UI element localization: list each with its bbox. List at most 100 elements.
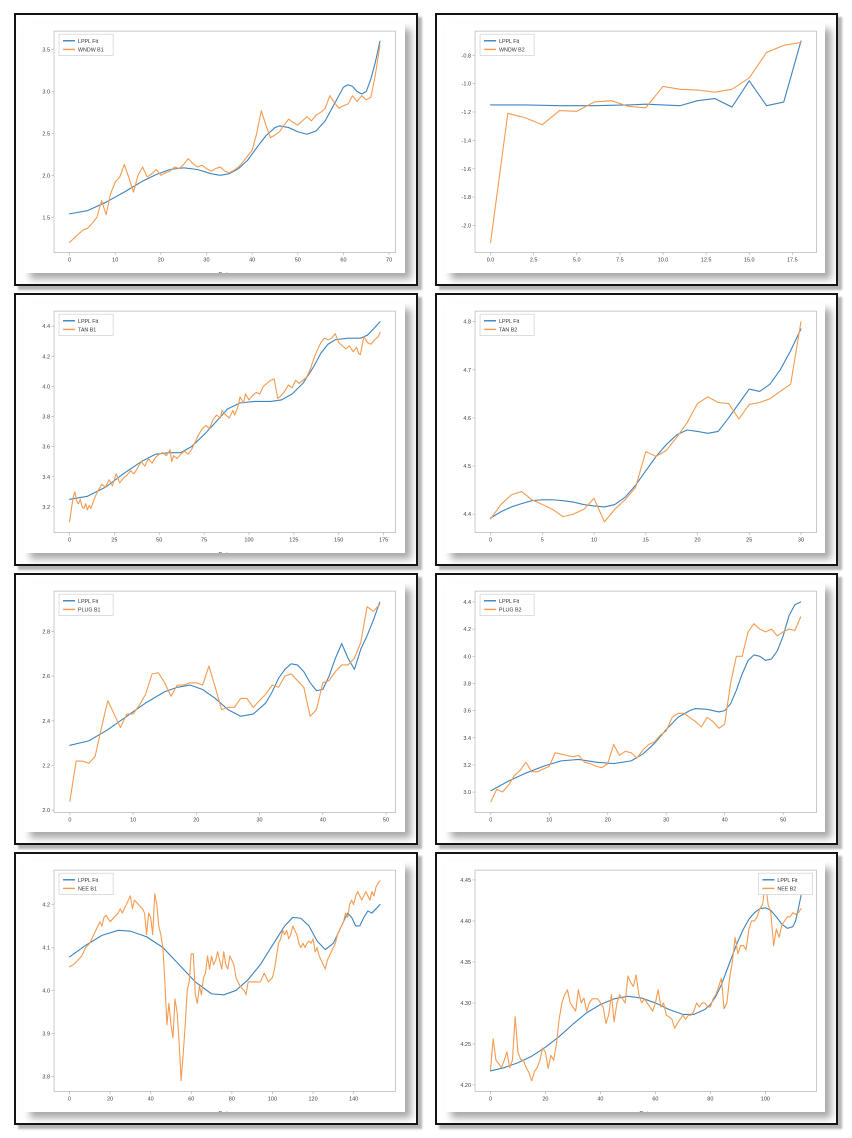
y-tick-label: 4.0 <box>42 989 50 995</box>
wndw-b1-line <box>69 44 381 243</box>
chart-svg-tan-b2: 0 5 10 15 20 25 30 4.4 4.5 4.6 4.7 4.8 LPPL Fit TAN B… <box>463 310 817 543</box>
y-tick-label: 3.9 <box>42 1032 50 1038</box>
y-tick-label: 3.0 <box>42 89 50 95</box>
lppl-fit-line <box>489 600 801 791</box>
figure-plug-b1: 0 10 20 30 40 50 2.0 2.2 2.4 2.6 2.8 LPPL Fit PLUG B… <box>24 582 405 833</box>
legend-label: NEE B1 <box>78 887 97 893</box>
legend-label: LPPL Fit <box>499 598 520 604</box>
y-tick-label: 4.1 <box>42 946 50 952</box>
x-tick-label: 50 <box>383 817 389 823</box>
x-tick-label: 40 <box>148 1097 154 1103</box>
x-tick-label: 15.0 <box>743 258 754 264</box>
y-tick-label: -1.6 <box>461 167 470 173</box>
x-tick-label: 10 <box>590 537 596 543</box>
y-tick-label: 3.4 <box>42 474 50 480</box>
x-tick-label: 40 <box>249 258 255 264</box>
legend-frame <box>479 33 534 56</box>
lppl-fit-line <box>69 601 381 746</box>
plug-b2-line <box>489 615 801 802</box>
y-tick-label: 4.30 <box>460 1001 471 1007</box>
tan-b1-line <box>68 331 381 523</box>
legend-frame <box>58 593 114 616</box>
y-tick-label: 3.8 <box>463 681 471 687</box>
y-tick-label: 4.45 <box>460 878 471 884</box>
y-tick-label: 3.6 <box>42 444 50 450</box>
y-tick-label: 4.5 <box>463 464 471 470</box>
x-tick-label: 25 <box>111 537 117 543</box>
x-tick-label: 75 <box>201 537 207 543</box>
legend-frame <box>479 593 534 616</box>
y-tick-label: 3.0 <box>463 790 471 796</box>
y-tick-label: 2.0 <box>42 173 50 179</box>
y-tick-label: 4.8 <box>463 319 471 325</box>
x-tick-label: 20 <box>604 817 610 823</box>
x-tick-label: 20 <box>107 1097 113 1103</box>
plot-area <box>53 310 396 533</box>
figure-wndw-b1: 0 10 20 30 40 50 60 70 1.5 2.0 2.5 3.0 3.5 LPPL Fit WN… <box>24 23 405 273</box>
x-tick-label: 30 <box>797 537 803 543</box>
x-tick-label: 25 <box>746 537 752 543</box>
plot-area <box>474 30 817 253</box>
chart-panel-plug-b1: 0 10 20 30 40 50 2.0 2.2 2.4 2.6 2.8 LPPL Fit PLUG B… <box>14 572 418 846</box>
x-tick-label: 10 <box>130 817 136 823</box>
y-tick-label: 3.8 <box>42 1075 50 1081</box>
y-tick-label: 4.4 <box>463 512 471 518</box>
x-tick-label: 60 <box>188 1097 194 1103</box>
x-tick-label: 2.5 <box>529 258 537 264</box>
x-tick-label: 50 <box>780 817 786 823</box>
x-tick-label: 30 <box>256 817 262 823</box>
x-tick-label: 100 <box>268 1097 277 1103</box>
y-tick-label: 4.2 <box>42 903 50 909</box>
legend-frame <box>479 313 534 336</box>
legend-frame <box>757 873 813 896</box>
wndw-b2-line <box>489 41 802 244</box>
legend-frame <box>58 33 114 56</box>
legend-label: LPPL Fit <box>777 878 798 884</box>
x-tick-label: 60 <box>340 258 346 264</box>
y-tick-label: 4.6 <box>463 416 471 422</box>
y-tick-label: -0.8 <box>461 53 470 59</box>
y-tick-label: 3.2 <box>42 505 50 511</box>
x-tick-label: 10 <box>546 817 552 823</box>
x-tick-label: 20 <box>542 1097 548 1103</box>
x-tick-label: 140 <box>349 1097 358 1103</box>
y-tick-label: -1.8 <box>461 195 470 201</box>
figure-plug-b2: 0 10 20 30 40 50 3.0 3.2 3.4 3.6 3.8 4.0 4.2 4.4 LPPL … <box>444 582 825 833</box>
chart-svg-nee-b1: 0 20 40 60 80 100 120 140 3.8 3.9 4.0 4.1 4.2 LPPL Fi… <box>42 870 396 1112</box>
nee-b2-line <box>489 881 802 1082</box>
x-tick-label: 5 <box>540 537 543 543</box>
legend-label: WNDW B2 <box>499 47 525 53</box>
x-tick-label: 15 <box>642 537 648 543</box>
legend-label: LPPL Fit <box>499 39 520 45</box>
y-tick-label: 4.0 <box>42 384 50 390</box>
lppl-fit-line <box>489 40 802 108</box>
x-tick-label: 30 <box>203 258 209 264</box>
x-tick-label: 50 <box>295 258 301 264</box>
legend-label: LPPL Fit <box>78 598 99 604</box>
y-tick-label: 2.5 <box>42 131 50 137</box>
y-tick-label: 4.35 <box>460 960 471 966</box>
y-tick-label: 4.4 <box>463 599 471 605</box>
x-tick-label: 20 <box>158 258 164 264</box>
legend-label: PLUG B1 <box>78 607 100 613</box>
x-tick-label: 0 <box>68 537 71 543</box>
x-tick-label: 10.0 <box>657 258 668 264</box>
chart-svg-nee-b2: 0 20 40 60 80 100 4.20 4.25 4.30 4.35 4.40 4.45 LPPL… <box>460 870 817 1112</box>
legend: LPPL Fit NEE B2 <box>757 873 813 896</box>
x-tick-label: 100 <box>244 537 253 543</box>
legend-label: LPPL Fit <box>78 878 99 884</box>
figure-tan-b2: 0 5 10 15 20 25 30 4.4 4.5 4.6 4.7 4.8 LPPL Fit TAN B… <box>444 302 825 553</box>
legend-label: NEE B2 <box>777 887 796 893</box>
x-tick-label: 10 <box>112 258 118 264</box>
chart-panel-wndw-b1: 0 10 20 30 40 50 60 70 1.5 2.0 2.5 3.0 3.5 LPPL Fit WN… <box>14 13 418 286</box>
x-tick-label: 40 <box>320 817 326 823</box>
y-tick-label: 2.8 <box>42 629 50 635</box>
legend-label: TAN B2 <box>499 327 517 333</box>
y-tick-label: 4.40 <box>460 919 471 925</box>
figure-wndw-b2: 0.0 2.5 5.0 7.5 10.0 12.5 15.0 17.5 -0.8 -1.0 -1.2… <box>444 23 825 273</box>
lppl-fit-line <box>489 328 802 519</box>
y-tick-label: 4.2 <box>463 627 471 633</box>
plot-area <box>474 870 817 1093</box>
x-tick-label: 175 <box>379 537 388 543</box>
